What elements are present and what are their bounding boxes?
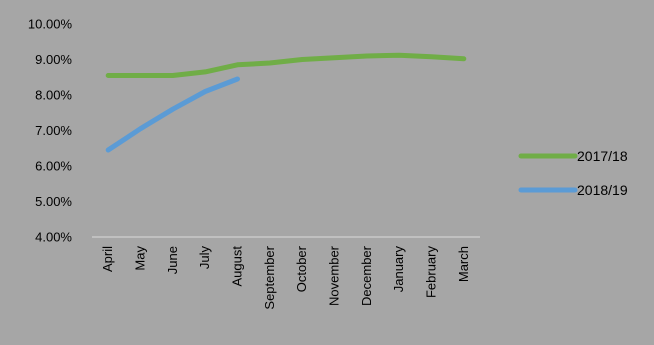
legend-label-1: 2018/19 <box>577 182 628 198</box>
y-tick-label: 5.00% <box>35 194 72 209</box>
x-tick-label: February <box>424 246 439 299</box>
y-tick-label: 10.00% <box>28 17 73 32</box>
y-tick-label: 6.00% <box>35 159 72 174</box>
x-tick-label: January <box>391 246 406 293</box>
y-tick-label: 9.00% <box>35 52 72 67</box>
legend: 2017/18 2018/19 <box>518 148 628 198</box>
x-tick-label: March <box>456 246 471 282</box>
x-tick-label: September <box>262 245 277 309</box>
series-lines <box>105 52 467 153</box>
x-tick-label: August <box>230 246 245 287</box>
x-tick-label: June <box>165 246 180 274</box>
y-tick-label: 4.00% <box>35 230 72 245</box>
x-tick-label: April <box>100 246 115 272</box>
x-tick-label: October <box>294 245 309 292</box>
legend-label-0: 2017/18 <box>577 148 628 164</box>
y-tick-label: 7.00% <box>35 123 72 138</box>
x-tick-label: July <box>197 246 212 270</box>
x-tick-label: May <box>133 246 148 271</box>
series-line-0 <box>105 52 467 78</box>
y-axis-labels: 4.00% 5.00% 6.00% 7.00% 8.00% 9.00% 10.00% <box>28 17 73 245</box>
x-tick-label: November <box>327 245 342 306</box>
y-tick-label: 8.00% <box>35 88 72 103</box>
x-tick-label: December <box>359 245 374 306</box>
x-axis-labels: April May June July August September October No… <box>100 245 471 309</box>
series-line-1 <box>105 76 240 153</box>
